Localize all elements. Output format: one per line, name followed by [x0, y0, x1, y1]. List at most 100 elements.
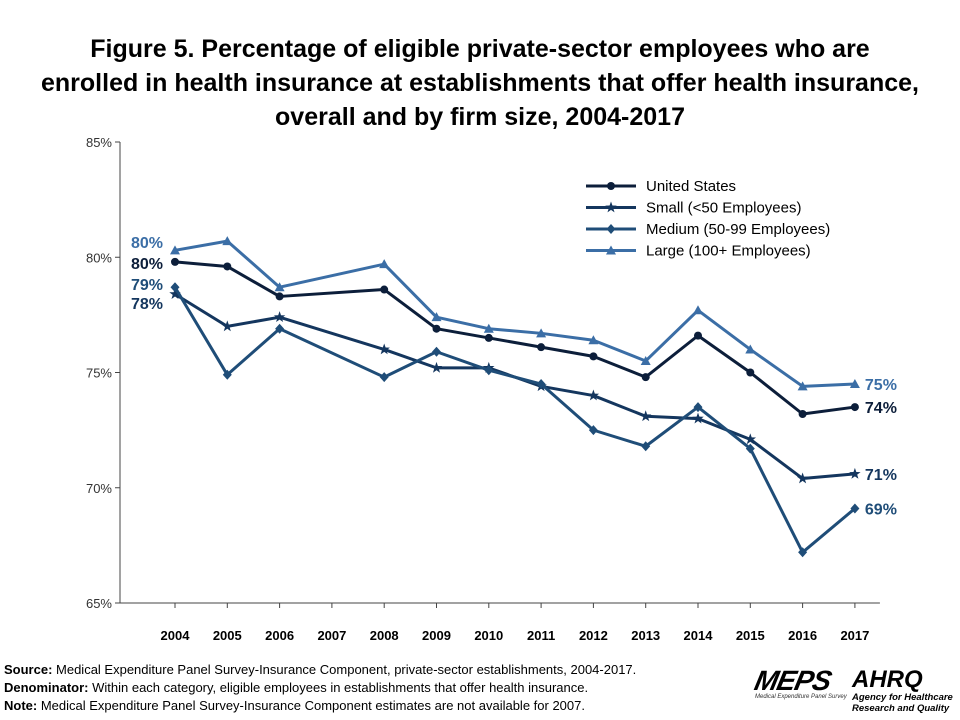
data-point — [170, 282, 180, 293]
data-point — [693, 402, 703, 413]
meps-logo-subtitle: Medical Expenditure Panel Survey — [755, 694, 847, 700]
data-point — [640, 355, 651, 365]
start-value-label: 80% — [131, 256, 163, 273]
x-tick-label: 2013 — [631, 628, 660, 643]
ahrq-logo-word: AHRQ — [852, 666, 923, 693]
data-point — [274, 282, 285, 292]
data-point — [171, 257, 179, 266]
legend-marker — [606, 245, 616, 255]
data-point — [641, 441, 651, 452]
data-point — [745, 443, 755, 454]
data-point — [536, 379, 546, 390]
data-point — [484, 333, 493, 342]
denominator-note: Denominator: Within each category, eligi… — [4, 679, 636, 697]
x-tick-label: 2014 — [684, 628, 714, 643]
meps-logo-word: MEPS — [751, 665, 834, 696]
data-point — [378, 343, 390, 355]
data-point — [639, 410, 652, 422]
legend-label: Large (100+ Employees) — [646, 243, 811, 260]
x-tick-label: 2005 — [213, 628, 242, 643]
data-point — [587, 389, 600, 401]
x-tick-label: 2009 — [422, 628, 451, 643]
data-point — [432, 346, 441, 357]
data-point — [849, 379, 860, 389]
x-tick-label: 2015 — [736, 628, 765, 643]
y-tick-label: 70% — [86, 481, 112, 496]
data-point — [430, 361, 443, 373]
x-tick-label: 2010 — [474, 628, 503, 643]
data-point — [588, 425, 598, 436]
data-point — [484, 365, 494, 376]
data-point — [798, 409, 807, 418]
y-tick-label: 80% — [86, 250, 112, 265]
source-label: Source: — [4, 662, 53, 677]
x-tick-label: 2016 — [788, 628, 817, 643]
data-point — [483, 323, 494, 333]
data-point — [849, 467, 861, 479]
data-point — [641, 373, 650, 382]
y-tick-label: 65% — [86, 596, 112, 611]
data-point — [431, 312, 442, 322]
x-tick-label: 2007 — [317, 628, 346, 643]
data-point — [170, 245, 180, 255]
start-value-label: 80% — [131, 235, 163, 252]
availability-note: Note: Medical Expenditure Panel Survey-I… — [4, 697, 636, 715]
ahrq-logo: AHRQ Agency for Healthcare Research and … — [852, 666, 960, 715]
data-point — [380, 285, 389, 294]
x-tick-label: 2006 — [265, 628, 294, 643]
chart-title: Figure 5. Percentage of eligible private… — [41, 35, 919, 131]
end-value-label: 74% — [865, 400, 897, 417]
series-line — [174, 239, 855, 388]
data-point — [694, 331, 702, 340]
data-point — [797, 381, 808, 391]
x-tick-label: 2004 — [161, 628, 191, 643]
source-note: Source: Medical Expenditure Panel Survey… — [4, 661, 636, 679]
legend-label: Small (<50 Employees) — [646, 200, 801, 217]
legend-label: United States — [646, 178, 736, 195]
line-chart: 65% 70% 75% 80% 85% 2004 2005 2006 2007 2008 2009 2… — [86, 135, 897, 643]
data-point — [379, 372, 389, 383]
meps-logo: MEPS Medical Expenditure Panel Survey — [751, 665, 847, 700]
source-text: Medical Expenditure Panel Survey-Insuran… — [52, 662, 637, 677]
end-value-label: 75% — [865, 377, 897, 394]
data-point — [537, 343, 546, 352]
data-point — [222, 369, 232, 380]
note-label: Note: — [4, 698, 38, 713]
y-tick-label: 85% — [86, 135, 112, 150]
data-point — [588, 335, 599, 345]
ahrq-logo-line2: Research and Quality — [852, 703, 950, 714]
data-point — [221, 320, 234, 332]
end-value-label: 71% — [865, 467, 897, 484]
data-point — [379, 259, 390, 269]
footnotes: Source: Medical Expenditure Panel Survey… — [4, 661, 636, 715]
end-value-label: 69% — [865, 501, 897, 518]
data-point — [850, 503, 860, 514]
data-point — [745, 344, 756, 354]
data-point — [169, 288, 181, 299]
denominator-text: Within each category, eligible employees… — [88, 680, 589, 695]
ahrq-logo-line1: Agency for Healthcare — [852, 692, 953, 703]
data-point — [223, 262, 232, 271]
data-point — [275, 323, 285, 334]
x-tick-label: 2012 — [579, 628, 608, 643]
data-point — [536, 328, 547, 338]
data-point — [432, 324, 441, 333]
data-point — [693, 305, 703, 315]
legend-marker — [606, 224, 616, 234]
data-point — [744, 433, 757, 445]
data-point — [692, 412, 704, 424]
start-value-label: 79% — [131, 277, 163, 294]
data-point — [850, 403, 859, 412]
x-tick-label: 2017 — [840, 628, 869, 643]
data-point — [222, 236, 233, 246]
legend-label: Medium (50-99 Employees) — [646, 221, 830, 238]
data-point — [746, 368, 755, 377]
data-point — [798, 547, 808, 558]
data-point — [589, 352, 598, 361]
legend-marker — [605, 201, 617, 213]
note-text: Medical Expenditure Panel Survey-Insuran… — [37, 698, 585, 713]
x-tick-label: 2008 — [370, 628, 399, 643]
data-point — [273, 311, 286, 323]
data-point — [796, 472, 809, 484]
denominator-label: Denominator: — [4, 680, 89, 695]
